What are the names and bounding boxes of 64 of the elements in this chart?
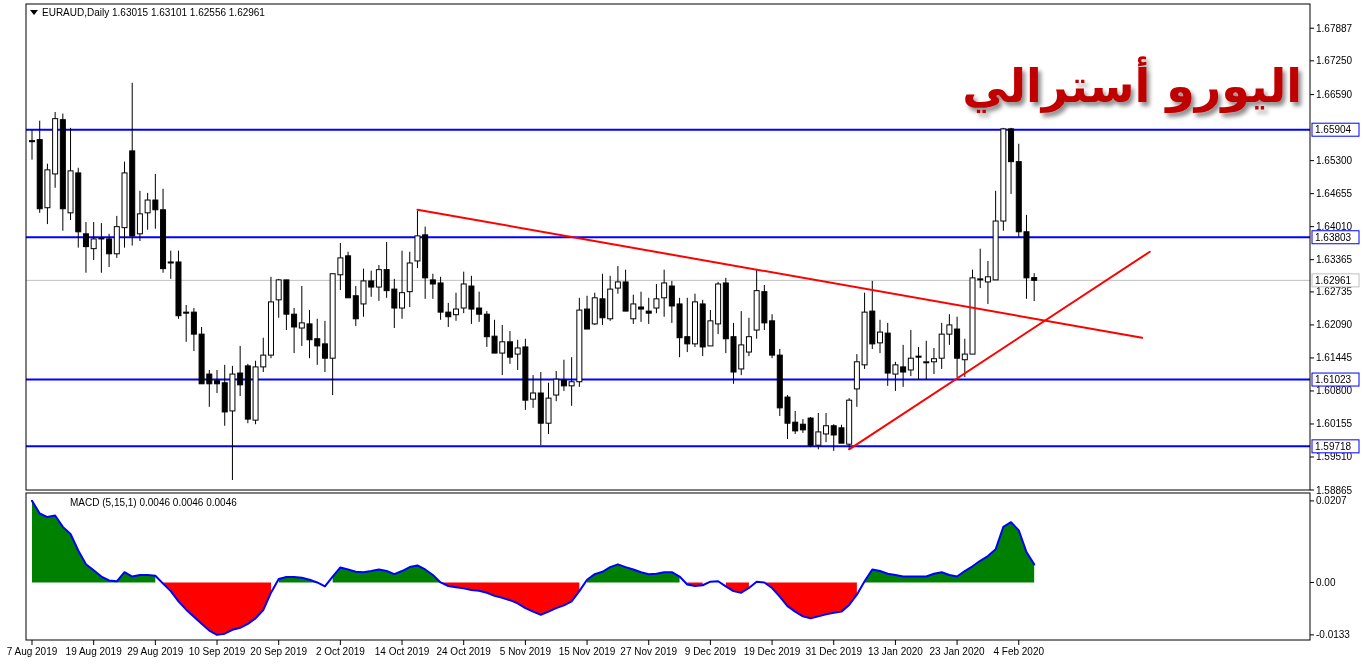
y-tick-label: 1.63365 <box>1316 254 1353 266</box>
text: اليورو أسترالي <box>962 56 1302 113</box>
x-tick-label: 31 Dec 2019 <box>805 646 863 657</box>
x-tick-label: 20 Sep 2019 <box>250 646 308 657</box>
ref-line-label: 1.65904 <box>1315 124 1352 136</box>
candlestick <box>915 346 922 380</box>
candlestick <box>653 283 660 314</box>
candlestick <box>745 317 752 357</box>
candlestick <box>877 319 883 354</box>
x-tick-label: 14 Oct 2019 <box>374 646 430 657</box>
x-tick-label: 19 Dec 2019 <box>743 646 801 657</box>
candlestick <box>214 369 221 394</box>
y-tick-label: 1.64655 <box>1316 188 1353 200</box>
candlestick <box>553 370 560 402</box>
y-tick-label: 1.58865 <box>1316 484 1353 496</box>
y-tick-label: 1.67250 <box>1316 55 1353 67</box>
x-tick-label: 27 Nov 2019 <box>620 646 678 657</box>
candlestick <box>823 412 830 443</box>
y-tick-label: 0.00 <box>1316 576 1336 588</box>
y-tick-label: 1.67887 <box>1316 22 1353 34</box>
x-tick-label: 24 Oct 2019 <box>436 646 492 657</box>
x-tick-label: 23 Jan 2020 <box>929 646 986 657</box>
y-tick-label: 1.60800 <box>1316 385 1353 397</box>
y-tick-label: -0.0133 <box>1316 629 1351 641</box>
y-tick-label: 1.64010 <box>1316 221 1353 233</box>
candlestick <box>453 292 459 322</box>
x-tick-label: 29 Aug 2019 <box>127 646 184 657</box>
ref-line-label: 1.61023 <box>1315 374 1352 386</box>
x-tick-label: 10 Sep 2019 <box>188 646 246 657</box>
x-tick-label: 7 Aug 2019 <box>6 646 58 657</box>
candlestick <box>584 295 591 330</box>
ref-line-label: 1.59718 <box>1315 440 1352 452</box>
candlestick <box>29 129 35 161</box>
candlestick <box>399 250 406 320</box>
candlestick <box>645 297 652 325</box>
candlestick <box>661 269 668 318</box>
chart-title: MACD (5,15,1) 0.0046 0.0046 0.0046 <box>70 497 238 508</box>
y-tick-label: 1.59510 <box>1316 451 1353 463</box>
y-tick-label: 1.66590 <box>1316 89 1353 101</box>
candlestick <box>638 291 645 323</box>
y-tick-label: 1.61445 <box>1316 352 1353 364</box>
candlestick <box>930 347 937 375</box>
y-tick-label: 1.60155 <box>1316 418 1353 430</box>
x-tick-label: 2 Oct 2019 <box>315 646 366 657</box>
candlestick <box>82 221 89 274</box>
x-tick-label: 15 Nov 2019 <box>558 646 616 657</box>
y-tick-label: 1.62090 <box>1316 319 1353 331</box>
chart-subtitle: EURAUD,Daily 1.63015 1.63101 1.62556 1.62961 <box>42 7 266 18</box>
x-tick-label: 13 Jan 2020 <box>867 646 924 657</box>
ref-line-label: 1.62961 <box>1315 274 1352 286</box>
y-tick-label: 0.0207 <box>1316 495 1348 507</box>
x-tick-label: 4 Feb 2020 <box>993 646 1045 657</box>
y-tick-label: 1.62735 <box>1316 286 1353 298</box>
candlestick <box>907 329 914 377</box>
x-tick-label: 9 Dec 2019 <box>684 646 737 657</box>
x-tick-label: 5 Nov 2019 <box>499 646 552 657</box>
line-series <box>31 499 1036 636</box>
x-tick-label: 19 Aug 2019 <box>65 646 123 657</box>
y-tick-label: 1.65300 <box>1316 155 1353 167</box>
candlestick <box>923 340 930 380</box>
candlestick <box>506 330 513 365</box>
candlestick <box>321 320 328 373</box>
candlestick <box>136 190 143 242</box>
ref-line-label: 1.63803 <box>1315 231 1352 243</box>
